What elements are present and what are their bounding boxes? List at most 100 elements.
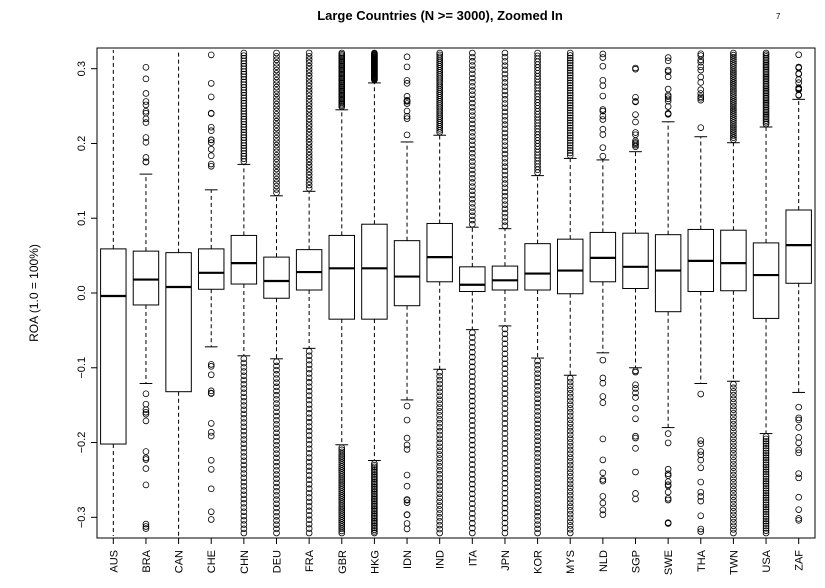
outlier-point — [599, 476, 607, 483]
outlier-point — [566, 79, 574, 87]
outlier-point — [566, 52, 574, 59]
outlier-point — [403, 499, 411, 506]
outlier-point — [730, 478, 737, 486]
outlier-point — [566, 424, 574, 431]
outlier-point — [469, 524, 476, 532]
outlier-point — [762, 513, 770, 520]
box-deu — [263, 49, 290, 537]
outlier-point — [436, 529, 443, 537]
outlier-point — [273, 175, 280, 183]
outlier-point — [599, 106, 607, 113]
chart-title: Large Countries (N >= 3000), Zoomed In — [317, 8, 563, 23]
outlier-point — [436, 384, 443, 392]
outlier-point — [240, 107, 248, 115]
outlier-point — [501, 66, 509, 74]
outlier-point — [632, 404, 639, 412]
outlier-point — [664, 66, 672, 74]
outlier-point — [566, 393, 574, 401]
outlier-point — [469, 383, 476, 390]
outlier-point — [762, 113, 770, 121]
outlier-point — [501, 509, 509, 517]
outlier-point — [501, 58, 509, 65]
outlier-point — [273, 104, 280, 111]
outlier-point — [730, 94, 737, 101]
outlier-point — [338, 49, 346, 57]
outlier-point — [240, 393, 248, 401]
outlier-point — [273, 412, 280, 420]
outlier-point — [501, 188, 509, 196]
outlier-point — [501, 53, 509, 61]
outlier-point — [730, 424, 737, 432]
outlier-point — [469, 120, 476, 128]
outlier-point — [762, 447, 770, 454]
y-tick-label: −0.2 — [76, 432, 88, 454]
outlier-point — [436, 482, 443, 490]
outlier-point — [730, 100, 737, 108]
outlier-point — [338, 479, 346, 487]
outlier-point — [469, 78, 476, 86]
box-ind — [426, 49, 453, 537]
outlier-point — [566, 476, 574, 484]
outlier-point — [632, 434, 639, 442]
outlier-point — [305, 158, 313, 166]
outlier-point — [730, 60, 737, 67]
outlier-point — [501, 489, 509, 497]
outlier-point — [501, 479, 509, 487]
x-tick-label: AUS — [108, 550, 120, 573]
x-tick-label: NLD — [598, 550, 610, 572]
outlier-point — [697, 390, 705, 398]
outlier-point — [566, 64, 574, 72]
outlier-point — [305, 52, 313, 60]
outlier-point — [501, 494, 509, 502]
outlier-point — [142, 410, 150, 418]
outlier-point — [273, 475, 280, 483]
outlier-point — [436, 510, 443, 517]
iqr-box — [295, 249, 323, 291]
outlier-point — [762, 49, 770, 57]
outlier-point — [501, 159, 509, 166]
outlier-point — [501, 460, 509, 467]
outlier-point — [730, 111, 737, 118]
outlier-point — [762, 82, 770, 90]
outlier-point — [534, 433, 541, 440]
outlier-point — [534, 504, 541, 512]
outlier-point — [142, 75, 150, 83]
outlier-point — [501, 325, 509, 333]
outlier-point — [371, 517, 378, 525]
outlier-point — [762, 510, 770, 518]
outlier-point — [762, 65, 770, 72]
outlier-point — [534, 462, 541, 470]
outlier-point — [273, 404, 280, 412]
outlier-point — [762, 70, 770, 78]
outlier-point — [240, 76, 248, 83]
outlier-point — [730, 399, 737, 406]
outlier-point — [305, 76, 313, 83]
outlier-point — [534, 420, 541, 428]
outlier-point — [469, 490, 476, 498]
outlier-point — [501, 176, 509, 183]
outlier-point — [730, 72, 737, 80]
outlier-point — [273, 408, 280, 416]
outlier-point — [371, 495, 378, 503]
outlier-point — [338, 475, 346, 483]
outlier-point — [534, 378, 541, 386]
outlier-point — [142, 108, 150, 115]
outlier-point — [240, 152, 248, 160]
y-tick-label: 0.2 — [76, 136, 88, 151]
outlier-point — [240, 91, 248, 99]
outlier-point — [305, 62, 313, 70]
outlier-point — [501, 163, 509, 171]
outlier-point — [273, 362, 280, 370]
outlier-point — [762, 99, 770, 107]
y-axis: −0.3 −0.2 −0.1 0.0 0.1 0.2 0.3 — [76, 61, 97, 528]
outlier-point — [305, 418, 313, 426]
outlier-point — [501, 435, 509, 442]
outlier-point — [207, 456, 215, 464]
outlier-point — [664, 439, 672, 447]
y-axis-label: ROA (1.0 = 100%) — [27, 244, 41, 342]
outlier-point — [566, 142, 574, 149]
outlier-point — [534, 366, 541, 373]
outlier-point — [501, 514, 509, 522]
outlier-point — [599, 469, 607, 477]
outlier-point — [469, 475, 476, 483]
